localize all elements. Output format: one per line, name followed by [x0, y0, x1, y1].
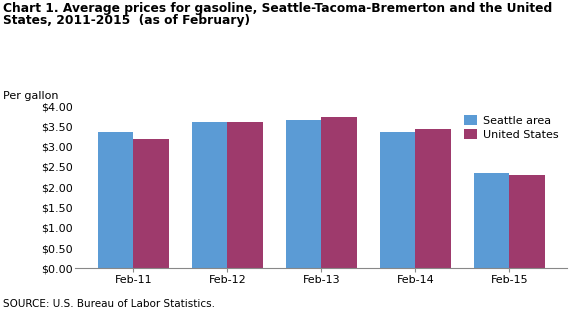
Bar: [133, 139, 169, 268]
Text: SOURCE: U.S. Bureau of Labor Statistics.: SOURCE: U.S. Bureau of Labor Statistics.: [3, 299, 215, 309]
Bar: [192, 122, 228, 268]
Bar: [285, 120, 321, 268]
Text: Per gallon: Per gallon: [3, 91, 58, 101]
Bar: [228, 122, 263, 268]
Text: States, 2011-2015  (as of February): States, 2011-2015 (as of February): [3, 14, 250, 27]
Bar: [98, 132, 133, 268]
Bar: [510, 175, 545, 268]
Text: Chart 1. Average prices for gasoline, Seattle-Tacoma-Bremerton and the United: Chart 1. Average prices for gasoline, Se…: [3, 2, 552, 15]
Bar: [380, 132, 415, 268]
Bar: [415, 129, 451, 268]
Bar: [474, 173, 510, 268]
Legend: Seattle area, United States: Seattle area, United States: [461, 112, 562, 143]
Bar: [321, 117, 357, 268]
